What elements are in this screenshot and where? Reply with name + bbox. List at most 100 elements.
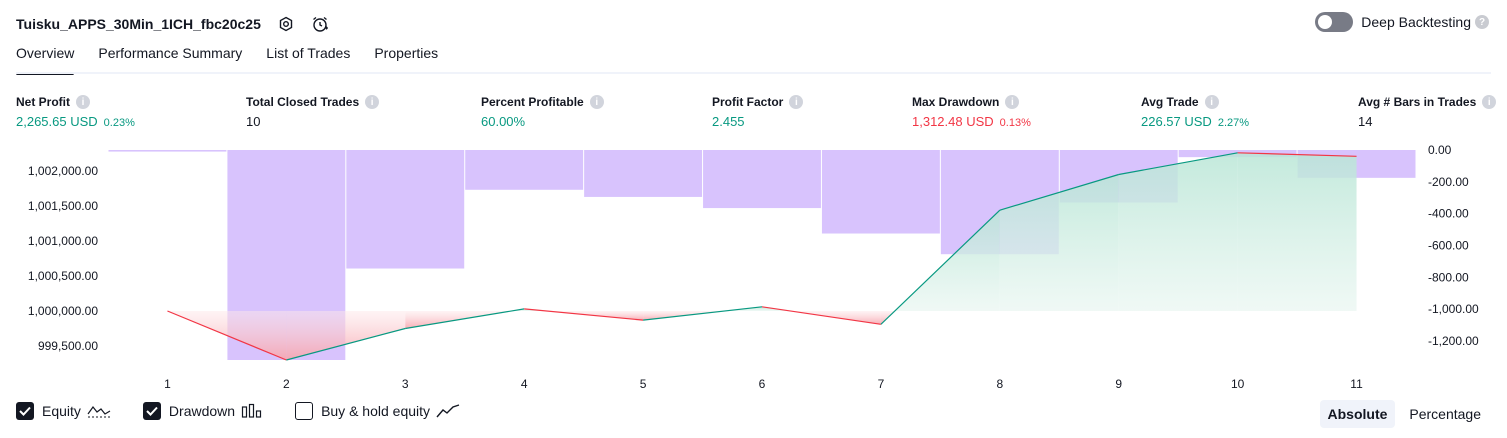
right-axis-tick-label: -400.00 xyxy=(1428,207,1469,221)
drawdown-checkbox[interactable] xyxy=(142,402,161,420)
info-icon[interactable]: i xyxy=(1482,95,1497,109)
equity-area-up xyxy=(762,306,791,311)
right-axis-tick-label: -1,000.00 xyxy=(1428,302,1479,316)
strategy-name: Tuisku_APPS_30Min_1ICH_fbc20c25 xyxy=(16,16,261,32)
metric-percent: 0.13% xyxy=(999,117,1031,129)
legend-equity[interactable]: Equity xyxy=(16,402,111,420)
x-axis-tick-label: 11 xyxy=(1350,377,1363,391)
deep-backtesting-toggle[interactable] xyxy=(1315,12,1354,32)
equity-area-up xyxy=(1237,152,1357,311)
equity-line-segment xyxy=(286,327,406,361)
equity-line-segment xyxy=(167,310,287,361)
report-header: Tuisku_APPS_30Min_1ICH_fbc20c25 xyxy=(16,12,329,36)
legend-drawdown-label: Drawdown xyxy=(168,403,236,419)
metric-label: Avg # Bars in Trades xyxy=(1358,95,1477,109)
tab-properties[interactable]: Properties xyxy=(374,45,439,61)
x-axis-tick-label: 7 xyxy=(878,377,885,391)
metric-avg-bars-in-trades: Avg # Bars in Trades i 14 xyxy=(1358,94,1497,130)
percentage-button[interactable]: Percentage xyxy=(1409,406,1481,422)
buy-hold-line-icon xyxy=(436,403,460,419)
equity-checkbox[interactable] xyxy=(16,402,34,420)
settings-gear-icon[interactable] xyxy=(277,15,295,33)
deep-backtesting-label: Deep Backtesting xyxy=(1361,14,1471,30)
equity-area-down xyxy=(286,311,406,360)
metric-label: Profit Factor xyxy=(712,95,784,109)
left-axis-tick-label: 1,001,500.00 xyxy=(28,199,98,213)
x-axis-tick-label: 9 xyxy=(1115,377,1122,391)
metric-total-closed-trades: Total Closed Trades i 10 xyxy=(246,94,380,130)
info-icon[interactable]: i xyxy=(76,95,90,109)
metric-value: 226.57 USD xyxy=(1141,114,1212,129)
equity-line-segment xyxy=(643,306,763,321)
tab-performance-summary[interactable]: Performance Summary xyxy=(98,45,243,61)
drawdown-bar[interactable] xyxy=(108,150,227,152)
left-axis-tick-label: 1,000,500.00 xyxy=(28,269,98,283)
metric-label: Net Profit xyxy=(16,95,70,109)
metric-value: 60.00% xyxy=(481,114,526,129)
info-icon[interactable]: i xyxy=(789,95,804,109)
metric-label: Avg Trade xyxy=(1141,95,1199,109)
x-axis-tick-label: 5 xyxy=(640,377,647,391)
info-icon[interactable]: i xyxy=(365,95,380,109)
metric-value: 2.455 xyxy=(712,114,745,129)
metric-label: Percent Profitable xyxy=(481,95,584,109)
equity-line-segment xyxy=(1118,152,1238,176)
buy-hold-checkbox[interactable] xyxy=(295,402,314,420)
legend-equity-label: Equity xyxy=(42,403,81,419)
legend-buy-hold-label: Buy & hold equity xyxy=(321,403,431,419)
x-axis-tick-label: 6 xyxy=(759,377,766,391)
info-icon[interactable]: i xyxy=(1204,95,1219,109)
x-axis-tick-label: 10 xyxy=(1231,377,1245,391)
info-icon[interactable]: i xyxy=(1005,95,1020,109)
equity-line-segment xyxy=(405,308,525,330)
metric-percent: 2.27% xyxy=(1217,117,1250,129)
metric-net-profit: Net Profit i 2,265.65 USD 0.23% xyxy=(16,94,135,130)
drawdown-bar[interactable] xyxy=(821,150,940,234)
drawdown-bar[interactable] xyxy=(584,150,703,197)
right-axis-tick-label: -200.00 xyxy=(1428,175,1469,189)
x-axis-tick-label: 2 xyxy=(283,377,290,391)
metric-value: 2,265.65 USD xyxy=(16,114,98,129)
metric-max-drawdown: Max Drawdown i 1,312.48 USD 0.13% xyxy=(912,94,1031,130)
tabs-divider xyxy=(16,72,1491,74)
left-axis-tick-label: 999,500.00 xyxy=(38,339,98,353)
x-axis-tick-label: 3 xyxy=(402,377,409,391)
x-axis-tick-label: 1 xyxy=(164,377,171,391)
metric-percent-profitable: Percent Profitable i 60.00% xyxy=(481,94,604,130)
right-axis-tick-label: -1,200.00 xyxy=(1428,334,1479,348)
drawdown-bar[interactable] xyxy=(703,150,821,209)
right-axis-tick-label: -800.00 xyxy=(1428,270,1469,284)
equity-line-segment xyxy=(1237,152,1357,157)
absolute-button[interactable]: Absolute xyxy=(1319,400,1396,428)
equity-area-up xyxy=(999,174,1119,311)
metric-value: 14 xyxy=(1358,114,1373,129)
equity-line-segment xyxy=(880,209,1001,325)
deep-backtesting: Deep Backtesting ? xyxy=(1315,12,1489,32)
metric-label: Max Drawdown xyxy=(912,95,1000,109)
x-axis-tick-label: 4 xyxy=(521,377,528,391)
equity-area-up xyxy=(1118,152,1238,311)
metric-value: 1,312.48 USD xyxy=(912,114,994,129)
legend-buy-hold[interactable]: Buy & hold equity xyxy=(295,402,460,420)
tab-list-of-trades[interactable]: List of Trades xyxy=(266,45,351,61)
drawdown-bars-icon xyxy=(241,403,263,419)
metric-percent: 0.23% xyxy=(103,117,135,129)
left-axis-tick-label: 1,000,000.00 xyxy=(28,304,98,318)
legend-drawdown[interactable]: Drawdown xyxy=(142,402,263,420)
equity-line-segment xyxy=(524,308,644,321)
value-mode-switch: Absolute Percentage xyxy=(1314,400,1490,428)
drawdown-bar[interactable] xyxy=(465,150,584,190)
help-icon[interactable]: ? xyxy=(1475,15,1489,29)
left-axis-tick-label: 1,002,000.00 xyxy=(28,164,98,178)
right-axis-tick-label: 0.00 xyxy=(1428,143,1452,157)
equity-line-segment xyxy=(761,306,881,325)
equity-area-up xyxy=(724,306,762,311)
drawdown-bar[interactable] xyxy=(346,150,465,269)
chart-legend: Equity Drawdown Buy & hold equity xyxy=(16,402,492,420)
tab-overview[interactable]: Overview xyxy=(16,44,75,75)
info-icon[interactable]: i xyxy=(589,95,604,109)
equity-drawdown-chart[interactable]: 1,002,000.00 1,001,500.00 1,001,000.00 1,00… xyxy=(0,140,1507,398)
metric-profit-factor: Profit Factor i 2.455 xyxy=(712,94,804,130)
add-alert-clock-icon[interactable] xyxy=(311,15,329,33)
left-axis-tick-label: 1,001,000.00 xyxy=(28,234,98,248)
